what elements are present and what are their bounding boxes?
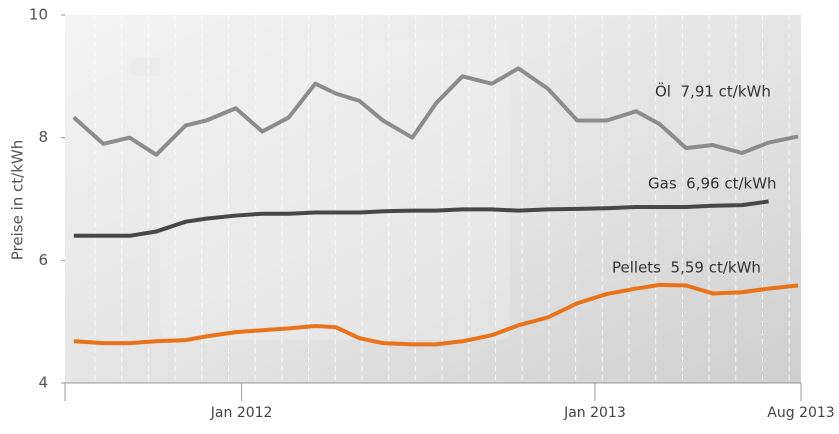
y-tick-label: 10	[29, 6, 48, 24]
x-tick-label: Jan 2013	[563, 405, 626, 421]
month-dividers	[94, 15, 790, 383]
series-line	[73, 282, 799, 347]
x-tick-label: Aug 2013	[767, 405, 834, 421]
plot-background	[65, 15, 801, 383]
y-axis-label: Preise in ct/kWh	[9, 140, 27, 260]
series-line	[73, 199, 769, 238]
series-annotation: Öl 7,91 ct/kWh	[655, 82, 771, 101]
y-tick-label: 4	[38, 374, 48, 392]
x-tick-label: Jan 2012	[210, 405, 273, 421]
series-annotation: Pellets 5,59 ct/kWh	[612, 259, 761, 277]
series-annotation: Gas 6,96 ct/kWh	[648, 175, 777, 193]
series-line	[72, 66, 799, 157]
y-tick-label: 8	[38, 128, 48, 146]
y-tick-label: 6	[38, 251, 48, 269]
